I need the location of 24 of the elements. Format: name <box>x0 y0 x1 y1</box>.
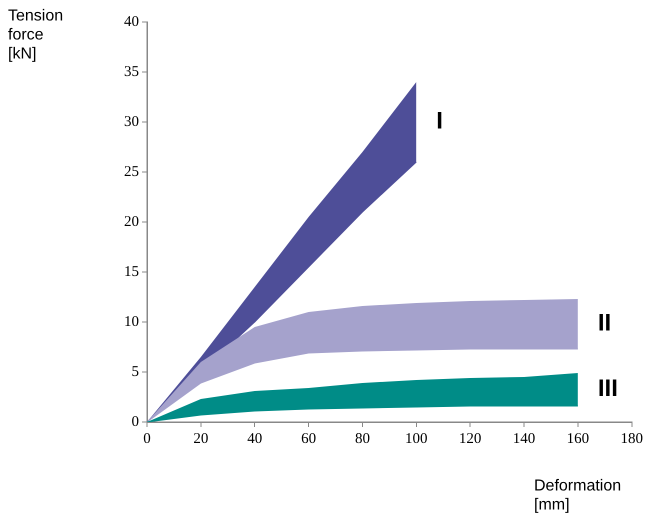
x-tick-label: 20 <box>193 430 208 447</box>
x-tick-label: 40 <box>247 430 262 447</box>
x-tick-label: 120 <box>458 430 482 447</box>
x-tick-label: 140 <box>512 430 536 447</box>
y-tick-label: 10 <box>124 314 139 330</box>
y-tick-label: 15 <box>124 264 139 280</box>
y-tick-label: 20 <box>124 214 139 230</box>
x-tick-label: 60 <box>301 430 316 447</box>
series-label: I <box>436 108 443 135</box>
x-tick-label: 180 <box>620 430 643 447</box>
y-axis-title: Tension force [kN] <box>8 7 64 62</box>
y-tick-label: 35 <box>124 64 139 80</box>
x-tick-label: 80 <box>354 430 370 447</box>
x-tick-label: 0 <box>143 430 151 447</box>
x-axis-title: Deformation [mm] <box>534 477 622 514</box>
y-tick-label: 25 <box>124 164 139 180</box>
y-tick-label: 40 <box>124 14 139 30</box>
x-tick-label: 160 <box>566 430 590 447</box>
y-tick-label: 0 <box>132 414 139 430</box>
series-label: III <box>598 375 618 402</box>
y-tick-label: 5 <box>132 364 139 380</box>
y-tick-label: 30 <box>124 114 139 130</box>
x-tick-label: 100 <box>405 430 428 447</box>
series-label: II <box>598 310 612 337</box>
